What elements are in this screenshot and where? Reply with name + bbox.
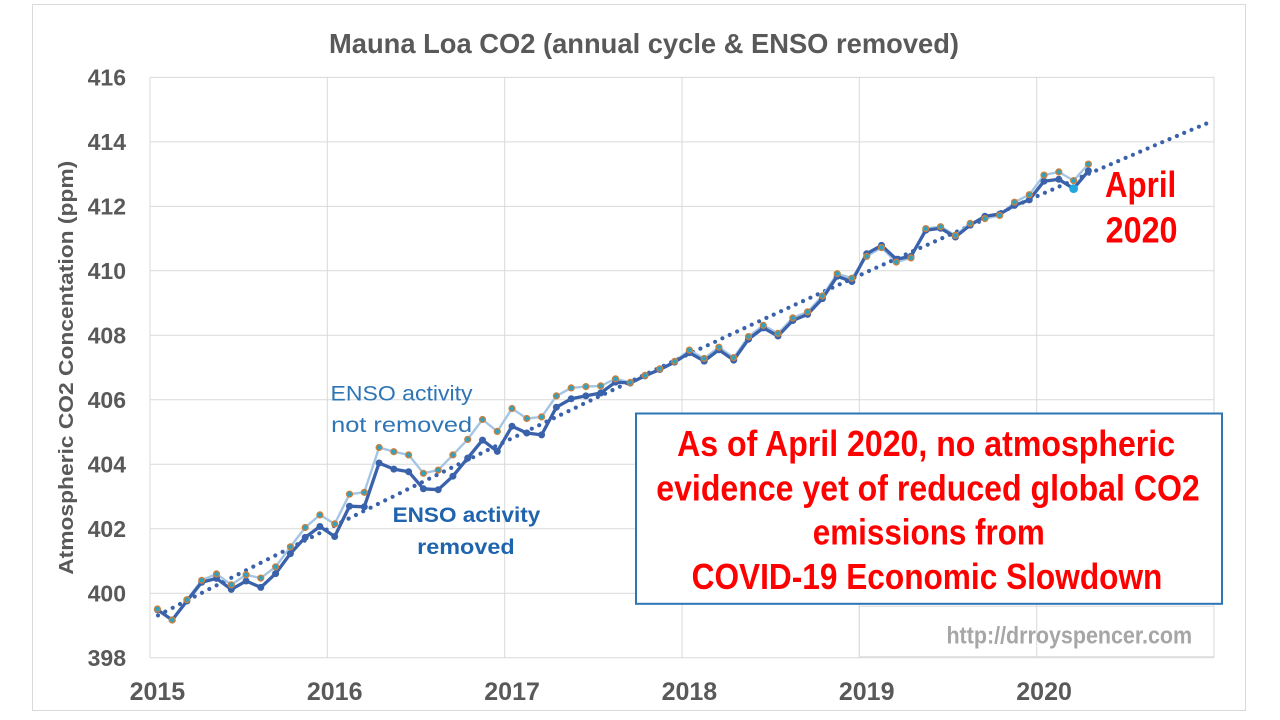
svg-text:Mauna Loa CO2 (annual cycle &: Mauna Loa CO2 (annual cycle & ENSO remov…	[329, 28, 959, 59]
svg-text:410: 410	[88, 258, 126, 284]
svg-text:2018: 2018	[662, 678, 718, 706]
svg-text:2020: 2020	[1016, 678, 1072, 706]
svg-text:406: 406	[88, 387, 126, 413]
svg-text:2020: 2020	[1106, 210, 1178, 251]
svg-text:2016: 2016	[307, 678, 363, 706]
svg-text:2017: 2017	[484, 678, 540, 706]
svg-text:http://drroyspencer.com: http://drroyspencer.com	[946, 622, 1192, 649]
svg-text:404: 404	[88, 452, 127, 478]
svg-text:408: 408	[88, 323, 127, 349]
svg-text:Atmospheric CO2 Concentation (: Atmospheric CO2 Concentation (ppm)	[56, 161, 78, 575]
svg-text:2015: 2015	[130, 678, 186, 706]
svg-text:emissions from: emissions from	[813, 512, 1045, 553]
svg-text:evidence yet of reduced global: evidence yet of reduced global CO2	[656, 467, 1200, 508]
svg-text:removed: removed	[417, 536, 515, 559]
svg-text:416: 416	[88, 65, 126, 91]
svg-text:As of April 2020, no atmospher: As of April 2020, no atmospheric	[677, 423, 1175, 464]
svg-text:414: 414	[88, 129, 127, 155]
svg-text:398: 398	[88, 645, 127, 671]
svg-text:ENSO activity: ENSO activity	[393, 504, 541, 527]
svg-text:402: 402	[88, 516, 126, 542]
svg-text:400: 400	[88, 581, 126, 607]
svg-text:2019: 2019	[839, 678, 895, 706]
svg-text:ENSO activity: ENSO activity	[331, 383, 474, 406]
svg-text:not removed: not removed	[331, 414, 472, 437]
svg-text:412: 412	[88, 194, 126, 220]
svg-text:COVID-19 Economic Slowdown: COVID-19 Economic Slowdown	[692, 556, 1163, 597]
svg-text:April: April	[1105, 164, 1176, 205]
